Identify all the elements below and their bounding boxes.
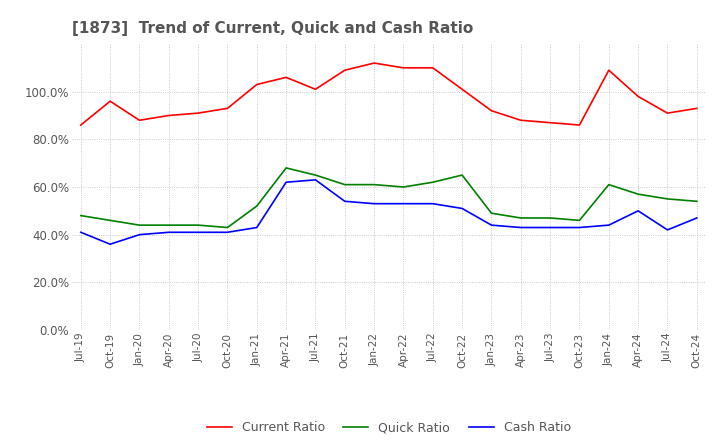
Current Ratio <box>428 65 437 70</box>
Quick Ratio <box>575 218 584 223</box>
Quick Ratio <box>370 182 379 187</box>
Cash Ratio <box>135 232 144 237</box>
Legend: Current Ratio, Quick Ratio, Cash Ratio: Current Ratio, Quick Ratio, Cash Ratio <box>202 416 576 439</box>
Current Ratio <box>282 75 290 80</box>
Line: Quick Ratio: Quick Ratio <box>81 168 697 227</box>
Cash Ratio <box>399 201 408 206</box>
Current Ratio <box>194 110 202 116</box>
Cash Ratio <box>634 208 642 213</box>
Quick Ratio <box>663 196 672 202</box>
Quick Ratio <box>634 191 642 197</box>
Current Ratio <box>458 87 467 92</box>
Current Ratio <box>516 117 525 123</box>
Quick Ratio <box>546 215 554 220</box>
Quick Ratio <box>516 215 525 220</box>
Cash Ratio <box>605 223 613 228</box>
Cash Ratio <box>106 242 114 247</box>
Cash Ratio <box>76 230 85 235</box>
Cash Ratio <box>428 201 437 206</box>
Quick Ratio <box>605 182 613 187</box>
Quick Ratio <box>282 165 290 171</box>
Line: Cash Ratio: Cash Ratio <box>81 180 697 244</box>
Line: Current Ratio: Current Ratio <box>81 63 697 125</box>
Current Ratio <box>546 120 554 125</box>
Current Ratio <box>663 110 672 116</box>
Cash Ratio <box>487 223 496 228</box>
Cash Ratio <box>370 201 379 206</box>
Current Ratio <box>634 94 642 99</box>
Quick Ratio <box>164 223 173 228</box>
Cash Ratio <box>663 227 672 232</box>
Quick Ratio <box>693 198 701 204</box>
Cash Ratio <box>194 230 202 235</box>
Current Ratio <box>575 122 584 128</box>
Text: [1873]  Trend of Current, Quick and Cash Ratio: [1873] Trend of Current, Quick and Cash … <box>72 21 473 36</box>
Cash Ratio <box>253 225 261 230</box>
Cash Ratio <box>311 177 320 183</box>
Quick Ratio <box>341 182 349 187</box>
Current Ratio <box>135 117 144 123</box>
Current Ratio <box>164 113 173 118</box>
Quick Ratio <box>399 184 408 190</box>
Current Ratio <box>487 108 496 114</box>
Cash Ratio <box>693 215 701 220</box>
Current Ratio <box>399 65 408 70</box>
Cash Ratio <box>164 230 173 235</box>
Cash Ratio <box>341 198 349 204</box>
Quick Ratio <box>253 203 261 209</box>
Quick Ratio <box>106 218 114 223</box>
Quick Ratio <box>458 172 467 178</box>
Cash Ratio <box>223 230 232 235</box>
Cash Ratio <box>575 225 584 230</box>
Quick Ratio <box>223 225 232 230</box>
Current Ratio <box>693 106 701 111</box>
Current Ratio <box>341 68 349 73</box>
Current Ratio <box>253 82 261 87</box>
Quick Ratio <box>487 211 496 216</box>
Current Ratio <box>76 122 85 128</box>
Cash Ratio <box>458 206 467 211</box>
Cash Ratio <box>546 225 554 230</box>
Quick Ratio <box>135 223 144 228</box>
Current Ratio <box>223 106 232 111</box>
Cash Ratio <box>516 225 525 230</box>
Cash Ratio <box>282 180 290 185</box>
Current Ratio <box>311 87 320 92</box>
Current Ratio <box>106 99 114 104</box>
Current Ratio <box>605 68 613 73</box>
Current Ratio <box>370 60 379 66</box>
Quick Ratio <box>194 223 202 228</box>
Quick Ratio <box>311 172 320 178</box>
Quick Ratio <box>76 213 85 218</box>
Quick Ratio <box>428 180 437 185</box>
